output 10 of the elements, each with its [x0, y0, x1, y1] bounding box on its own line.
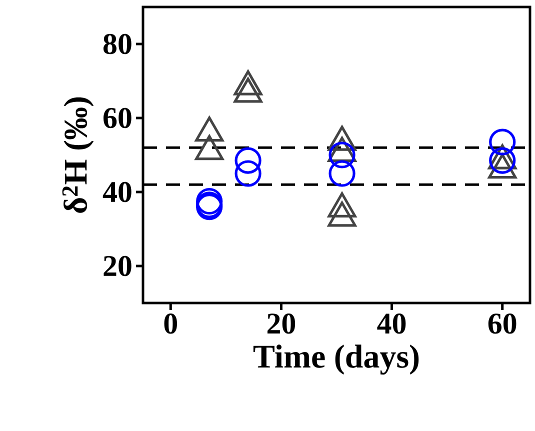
x-tick-label: 60	[488, 314, 516, 334]
y-tick-label: 80	[103, 34, 132, 54]
y-tick-label: 20	[104, 256, 132, 276]
y-tick-label: 60	[104, 108, 132, 128]
x-tick-label: 40	[377, 314, 406, 334]
x-tick-label: 20	[267, 314, 296, 334]
y-tick-label: 40	[102, 182, 132, 202]
x-axis-title: Time (days)	[253, 344, 419, 375]
x-tick-label: 0	[164, 314, 177, 334]
y-axis-title: δ$^{2}$H (‰)	[62, 97, 94, 213]
